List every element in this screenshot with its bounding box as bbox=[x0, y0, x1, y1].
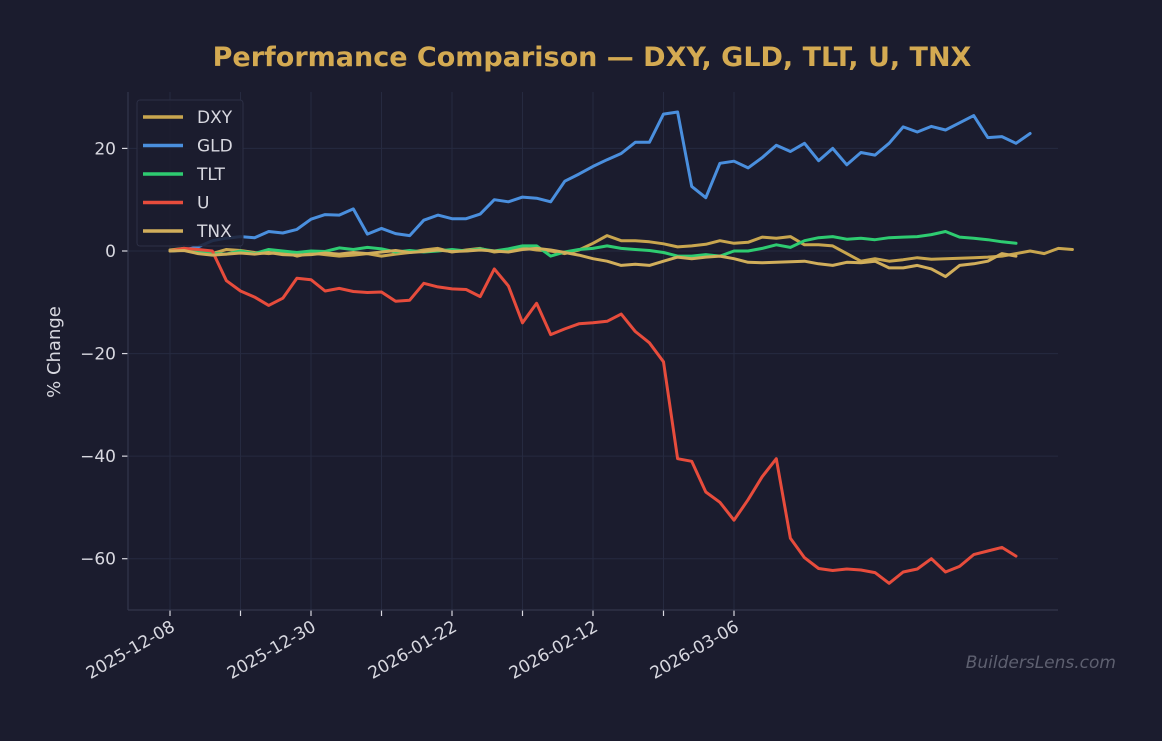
y-tick-label: −40 bbox=[80, 447, 116, 467]
y-tick-label: −20 bbox=[80, 345, 116, 365]
chart-title: Performance Comparison — DXY, GLD, TLT, … bbox=[213, 42, 972, 73]
watermark: BuildersLens.com bbox=[966, 653, 1116, 673]
series-line-u bbox=[168, 246, 1018, 585]
legend-label-tlt: TLT bbox=[196, 165, 226, 185]
series-line-tnx bbox=[168, 246, 1018, 279]
legend-label-tnx: TNX bbox=[196, 222, 232, 242]
y-tick-label: 0 bbox=[105, 242, 116, 262]
y-axis-label: % Change bbox=[44, 306, 65, 398]
legend-label-gld: GLD bbox=[197, 137, 233, 157]
y-tick-label: 20 bbox=[94, 139, 116, 159]
series-group bbox=[168, 110, 1074, 585]
y-tick-label: −60 bbox=[80, 550, 116, 570]
legend: DXY GLD TLT U TNX bbox=[136, 99, 244, 247]
series-line-gld bbox=[168, 110, 1032, 253]
legend-box bbox=[136, 99, 244, 247]
legend-label-dxy: DXY bbox=[197, 108, 233, 128]
grid bbox=[128, 92, 1058, 610]
series-line-tlt bbox=[168, 230, 1018, 258]
legend-label-u: U bbox=[197, 194, 209, 214]
